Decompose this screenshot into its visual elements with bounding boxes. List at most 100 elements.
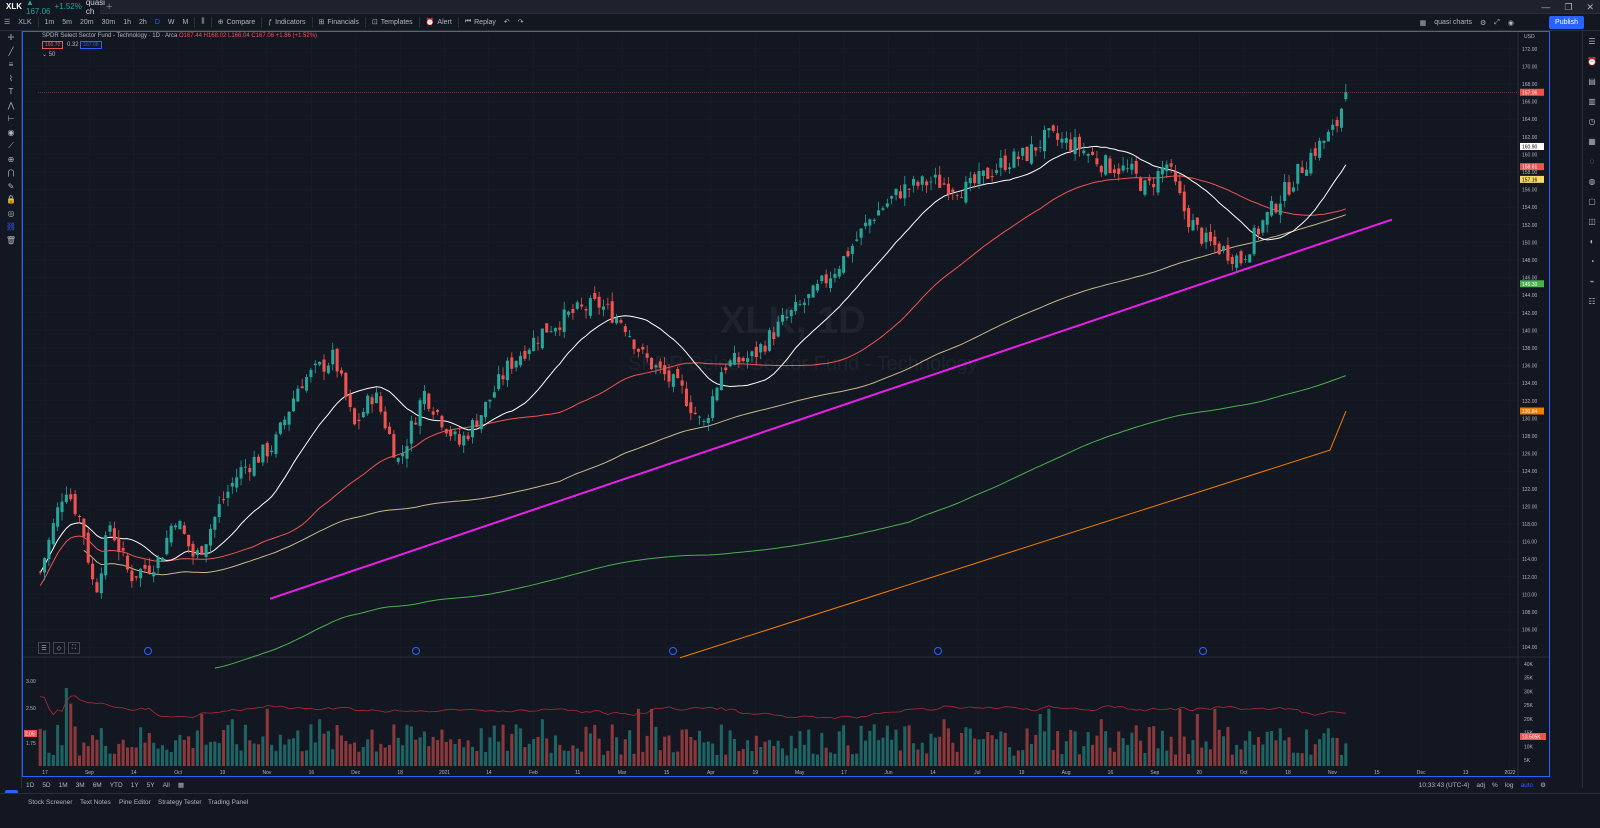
goto-date-icon[interactable]: ▦	[177, 782, 185, 789]
indicators-button[interactable]: ƒ Indicators	[264, 14, 309, 31]
interval-d[interactable]: D	[154, 18, 160, 26]
close-icon[interactable]: ✕	[1586, 1, 1594, 12]
visibility-icon[interactable]: ◎	[7, 208, 15, 218]
interval-5m[interactable]: 5m	[62, 18, 72, 26]
measure-icon[interactable]: ⊢	[7, 114, 15, 124]
alerts-icon[interactable]: ⏰	[1587, 56, 1597, 66]
lock-icon[interactable]: 🔒	[6, 195, 16, 205]
toolbar-right: ▦ quasi charts ⚙ ⤢ ◉	[1420, 14, 1514, 31]
panel-text-notes[interactable]: Text Notes	[80, 799, 111, 806]
zoom-icon[interactable]: ⊕	[7, 154, 15, 164]
hotlist-icon[interactable]: ▥	[1588, 96, 1596, 106]
interval-30m[interactable]: 30m	[101, 18, 116, 26]
chart-settings-icon[interactable]: ⚙	[1540, 782, 1546, 789]
notifications-icon[interactable]: ◔	[1589, 256, 1595, 266]
interval-1m[interactable]: 1m	[44, 18, 55, 26]
range-1y[interactable]: 1Y	[130, 781, 139, 789]
settings-icon[interactable]: ⚙	[1480, 19, 1487, 27]
layout-icon[interactable]: ▦	[1419, 19, 1427, 27]
range-1m[interactable]: 1M	[58, 781, 68, 789]
text-icon[interactable]: T	[8, 87, 14, 97]
watermark-symbol: XLK, 1D	[720, 300, 866, 342]
new-tab-icon[interactable]: +	[106, 0, 113, 13]
fib-icon[interactable]: ≡	[8, 60, 14, 70]
streams-icon[interactable]: ◍	[1588, 176, 1596, 186]
pane-maximize-icon[interactable]: ⛶	[68, 642, 80, 654]
templates-button[interactable]: ⊡ Templates	[368, 14, 417, 31]
interval-m[interactable]: M	[182, 18, 189, 26]
stay-drawing-icon[interactable]: ✎	[7, 181, 15, 191]
divider	[194, 16, 196, 28]
data-window-icon[interactable]: ▤	[1588, 76, 1596, 86]
legend-title: SPDR Select Sector Fund - Technology · 1…	[42, 33, 178, 39]
range-ytd[interactable]: YTD	[109, 781, 123, 789]
trash-icon[interactable]: 🗑	[5, 235, 17, 245]
adj-toggle[interactable]: adj	[1476, 781, 1486, 789]
financials-button[interactable]: ⊞ Financials	[315, 14, 363, 31]
panel-strategy-tester[interactable]: Strategy Tester	[158, 799, 202, 806]
chart-area[interactable]	[22, 31, 1550, 777]
magnet-icon[interactable]: ⋂	[7, 168, 15, 178]
bid-pill[interactable]: 166.70	[42, 41, 64, 49]
symbol-search[interactable]: XLK	[18, 18, 32, 26]
panel-stock-screener[interactable]: Stock Screener	[28, 799, 73, 806]
chart-tab[interactable]: XLK ▲ 167.06 +1.52% quasi ch	[0, 0, 105, 16]
broadcast-icon[interactable]: ◐	[1589, 236, 1595, 246]
layout-name[interactable]: quasi charts	[1434, 19, 1472, 26]
maximize-icon[interactable]: ❐	[1564, 1, 1573, 12]
divider	[418, 16, 420, 28]
range-all[interactable]: All	[162, 781, 170, 789]
range-3m[interactable]: 3M	[75, 781, 85, 789]
eye-icon[interactable]: ◉	[7, 127, 15, 137]
calendar-icon[interactable]: ◷	[1588, 116, 1596, 126]
pattern-icon[interactable]: ⋀	[7, 100, 15, 110]
auto-toggle[interactable]: auto	[1520, 781, 1534, 789]
interval-2h[interactable]: 2h	[139, 18, 147, 26]
log-toggle[interactable]: log	[1504, 781, 1514, 789]
interval-20m[interactable]: 20m	[79, 18, 94, 26]
divider	[457, 16, 459, 28]
pane-hide-icon[interactable]: ◇	[53, 642, 65, 654]
trend-line-icon[interactable]: ╱	[8, 46, 14, 56]
percent-toggle[interactable]: %	[1492, 781, 1498, 789]
interval-1h[interactable]: 1h	[123, 18, 132, 26]
collapse-legend-icon[interactable]: ⌄	[42, 52, 48, 58]
divider	[210, 16, 212, 28]
watchlist-icon[interactable]: ☰	[1588, 36, 1596, 46]
publish-button[interactable]: Publish	[1549, 16, 1584, 29]
ruler-icon[interactable]: ⟋	[8, 140, 14, 150]
alert-button[interactable]: ⏰ Alert	[422, 14, 456, 31]
crosshair-icon[interactable]: ✛	[7, 33, 15, 43]
camera-icon[interactable]: ◉	[1507, 19, 1514, 27]
fullscreen-icon[interactable]: ⤢	[1494, 18, 1500, 26]
minimize-icon[interactable]: —	[1541, 2, 1551, 12]
range-5y[interactable]: 5Y	[146, 781, 155, 789]
top-toolbar: ☰ XLK 1m 5m 20m 30m 1h 2h D W M ⫼ ⊕ Compa…	[0, 14, 1600, 31]
ask-pill[interactable]: 167.08	[80, 41, 102, 49]
panel-pine-editor[interactable]: Pine Editor	[119, 799, 151, 806]
clock-readout[interactable]: 10:33:43 (UTC-4)	[1418, 781, 1470, 789]
sync-drawing-icon[interactable]: ⛓	[5, 222, 17, 232]
tab-symbol: XLK	[6, 2, 22, 11]
signal-icon[interactable]: ⌁	[1589, 276, 1595, 286]
brush-icon[interactable]: ⌇	[9, 73, 13, 83]
panel-trading-panel[interactable]: Trading Panel	[208, 799, 249, 806]
undo-icon[interactable]: ↶	[503, 19, 510, 26]
redo-icon[interactable]: ↷	[517, 19, 524, 26]
menu-icon[interactable]: ☰	[4, 19, 11, 26]
news-icon[interactable]: ▦	[1588, 136, 1596, 146]
range-5d[interactable]: 5D	[42, 781, 51, 789]
compare-button[interactable]: ⊕ Compare	[214, 14, 260, 31]
chat-icon[interactable]: ▢	[1588, 196, 1596, 206]
order-panel-icon[interactable]: ☷	[1588, 296, 1596, 306]
indicators-label: Indicators	[275, 18, 306, 26]
range-1d[interactable]: 1D	[26, 781, 35, 789]
range-6m[interactable]: 6M	[92, 781, 102, 789]
ideas-icon[interactable]: ◌	[1589, 156, 1595, 166]
replay-button[interactable]: ⏮ Replay	[461, 14, 500, 31]
interval-w[interactable]: W	[167, 18, 175, 26]
chart-type-icon[interactable]: ⫼	[201, 18, 205, 25]
messages-icon[interactable]: ◫	[1588, 216, 1596, 226]
divider	[37, 16, 39, 28]
pane-settings-icon[interactable]: ☰	[38, 642, 50, 654]
